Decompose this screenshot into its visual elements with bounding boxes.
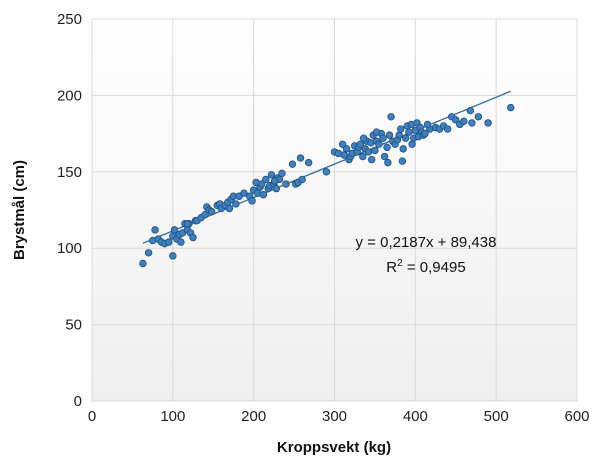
data-point [383, 143, 391, 152]
y-tick-label: 150 [57, 164, 82, 181]
data-point [507, 103, 515, 112]
data-point [372, 128, 381, 136]
data-point [367, 155, 376, 164]
data-point [207, 207, 216, 216]
x-axis-ticks: 0 100 200 300 400 500 600 [88, 408, 590, 425]
y-tick-label: 0 [74, 393, 82, 410]
data-point [401, 134, 410, 142]
data-point [151, 226, 159, 234]
x-tick-label: 100 [160, 408, 185, 425]
r-squared-superscript: 2 [397, 258, 403, 269]
data-point [282, 180, 290, 188]
x-tick-label: 600 [564, 408, 589, 425]
data-point [248, 197, 256, 205]
data-point [278, 169, 286, 178]
data-point [322, 168, 331, 176]
data-point [165, 238, 173, 246]
data-point [342, 145, 351, 153]
data-point [288, 160, 297, 168]
data-point [466, 106, 474, 115]
x-tick-label: 0 [88, 408, 96, 425]
r-squared-prefix: R [386, 259, 397, 276]
data-point [399, 145, 407, 153]
y-axis-ticks: 0 50 100 150 200 250 [57, 11, 82, 410]
y-tick-label: 50 [65, 317, 82, 334]
data-point [443, 125, 452, 133]
data-point [177, 238, 185, 246]
data-point [398, 157, 407, 165]
data-point [225, 204, 234, 213]
data-point [183, 220, 192, 228]
data-point [395, 131, 403, 139]
data-point [144, 249, 153, 257]
data-point [359, 134, 368, 142]
data-point [240, 189, 248, 197]
data-point [364, 148, 373, 156]
data-point [384, 158, 392, 167]
data-point [189, 233, 197, 242]
data-point [169, 252, 177, 260]
data-point [375, 140, 383, 148]
x-tick-label: 500 [484, 408, 509, 425]
gridlines [91, 18, 578, 402]
data-point [405, 128, 413, 136]
data-point [139, 259, 147, 268]
data-point [338, 140, 347, 148]
data-points [139, 103, 515, 268]
data-point [474, 113, 483, 121]
data-point [270, 177, 279, 185]
y-tick-label: 100 [57, 240, 82, 257]
data-point [252, 178, 260, 187]
data-point [385, 131, 394, 139]
data-point [421, 129, 429, 138]
data-point [423, 120, 432, 129]
data-point [170, 226, 179, 234]
data-point [379, 134, 387, 142]
r-squared-label: R2 = 0,9495 [386, 258, 465, 276]
x-tick-label: 200 [241, 408, 266, 425]
data-point [272, 184, 280, 193]
data-point [296, 154, 305, 162]
x-axis-title: Kroppsvekt (kg) [277, 439, 391, 456]
data-point [267, 171, 276, 179]
data-point [298, 175, 306, 184]
data-point [387, 113, 395, 121]
data-point [460, 117, 468, 126]
y-tick-label: 250 [57, 11, 82, 28]
data-point [259, 191, 268, 199]
y-tick-label: 200 [57, 87, 82, 104]
data-point [371, 146, 379, 155]
data-point [380, 152, 389, 161]
data-point [468, 119, 476, 127]
x-tick-label: 400 [403, 408, 428, 425]
x-tick-label: 300 [322, 408, 347, 425]
data-point [359, 152, 367, 161]
data-point [232, 200, 240, 208]
data-point [452, 116, 460, 124]
data-point [356, 140, 365, 148]
trendline-equation: y = 0,2187x + 89,438 [356, 234, 497, 251]
data-point [262, 175, 270, 184]
data-point [201, 210, 209, 219]
data-point [397, 125, 405, 133]
data-point [408, 140, 416, 148]
r-squared-suffix: = 0,9495 [403, 259, 466, 276]
y-axis-title: Brystmål (cm) [11, 160, 28, 260]
data-point [484, 119, 492, 127]
data-point [304, 158, 313, 167]
